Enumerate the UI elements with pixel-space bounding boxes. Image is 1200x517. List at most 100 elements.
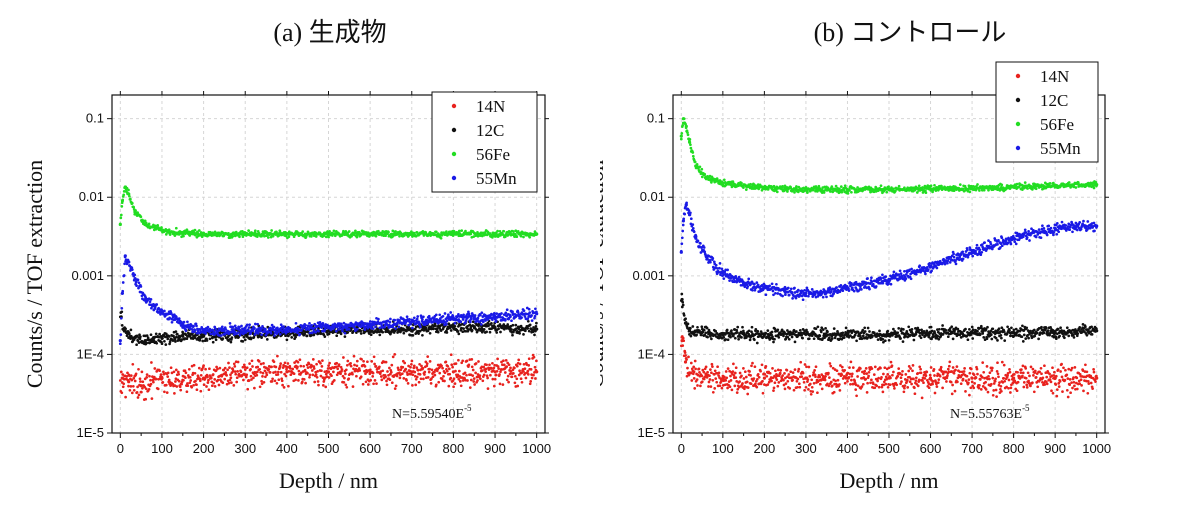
data-point (806, 378, 810, 381)
data-point (341, 329, 344, 333)
data-point (502, 363, 506, 367)
data-point (1092, 370, 1096, 374)
data-point (995, 395, 998, 398)
data-point (837, 372, 841, 376)
data-point (994, 388, 998, 392)
data-point (334, 329, 338, 333)
data-point (807, 337, 811, 341)
data-point (434, 324, 437, 327)
data-point (508, 372, 512, 376)
data-point (292, 372, 296, 376)
data-point (415, 231, 419, 234)
data-point (287, 369, 291, 373)
data-point (121, 385, 125, 389)
data-point (182, 320, 186, 324)
data-point (1055, 394, 1059, 398)
data-point (907, 369, 911, 373)
data-point (341, 374, 345, 378)
data-point (283, 361, 287, 365)
data-point (1003, 379, 1007, 383)
data-point (120, 205, 124, 208)
data-point (917, 328, 921, 332)
data-point (263, 369, 267, 373)
data-point (355, 235, 359, 239)
data-point (328, 361, 331, 365)
data-point (491, 361, 494, 365)
data-point (843, 381, 847, 385)
data-point (494, 319, 498, 322)
data-point (820, 326, 824, 330)
data-point (479, 313, 482, 317)
data-point (954, 368, 957, 372)
data-point (909, 367, 912, 370)
data-point (160, 226, 163, 229)
data-point (925, 370, 929, 374)
data-point (690, 367, 694, 371)
data-point (267, 368, 271, 371)
data-point (155, 341, 159, 345)
data-point (742, 377, 746, 380)
data-point (708, 378, 712, 381)
data-point (163, 339, 166, 343)
data-point (414, 383, 418, 387)
data-point (533, 314, 537, 318)
data-point (205, 385, 208, 388)
data-point (139, 215, 143, 219)
data-point (265, 338, 269, 341)
data-point (897, 327, 901, 330)
data-point (784, 376, 787, 380)
data-point (753, 365, 757, 369)
data-point (946, 374, 949, 378)
data-point (411, 326, 414, 330)
data-point (947, 364, 951, 368)
data-point (505, 378, 509, 382)
data-point (1080, 384, 1083, 387)
data-point (149, 382, 153, 386)
data-point (754, 382, 757, 386)
data-point (193, 228, 197, 232)
data-point (730, 329, 733, 332)
data-point (914, 333, 918, 336)
data-point (1061, 390, 1064, 393)
data-point (1029, 384, 1032, 388)
data-point (866, 326, 870, 330)
data-point (149, 333, 153, 337)
data-point (1060, 362, 1063, 366)
data-point (385, 379, 388, 383)
data-point (682, 314, 686, 317)
data-point (870, 367, 874, 370)
data-point (440, 377, 444, 381)
data-point (687, 355, 690, 359)
data-point (681, 336, 685, 340)
data-point (329, 328, 333, 332)
data-point (958, 370, 962, 374)
data-point (461, 379, 465, 382)
data-point (447, 384, 451, 388)
data-point (245, 366, 249, 370)
data-point (707, 385, 710, 388)
data-point (154, 377, 158, 381)
data-point (499, 370, 502, 374)
data-point (233, 324, 237, 328)
data-point (740, 374, 743, 378)
data-point (284, 331, 288, 335)
data-point (164, 343, 168, 346)
data-point (166, 337, 170, 341)
data-point (1084, 363, 1087, 367)
data-point (304, 381, 307, 385)
data-point (1048, 372, 1051, 376)
data-point (229, 340, 233, 344)
data-point (270, 323, 274, 327)
data-point (273, 334, 276, 337)
data-point (759, 330, 763, 333)
data-point (228, 322, 232, 325)
data-point (997, 375, 1000, 379)
data-point (518, 369, 521, 373)
data-point (186, 384, 190, 388)
data-point (340, 368, 344, 371)
data-point (457, 377, 461, 381)
data-point (876, 379, 879, 383)
data-point (270, 380, 274, 383)
data-point (380, 323, 384, 327)
data-point (149, 298, 153, 301)
